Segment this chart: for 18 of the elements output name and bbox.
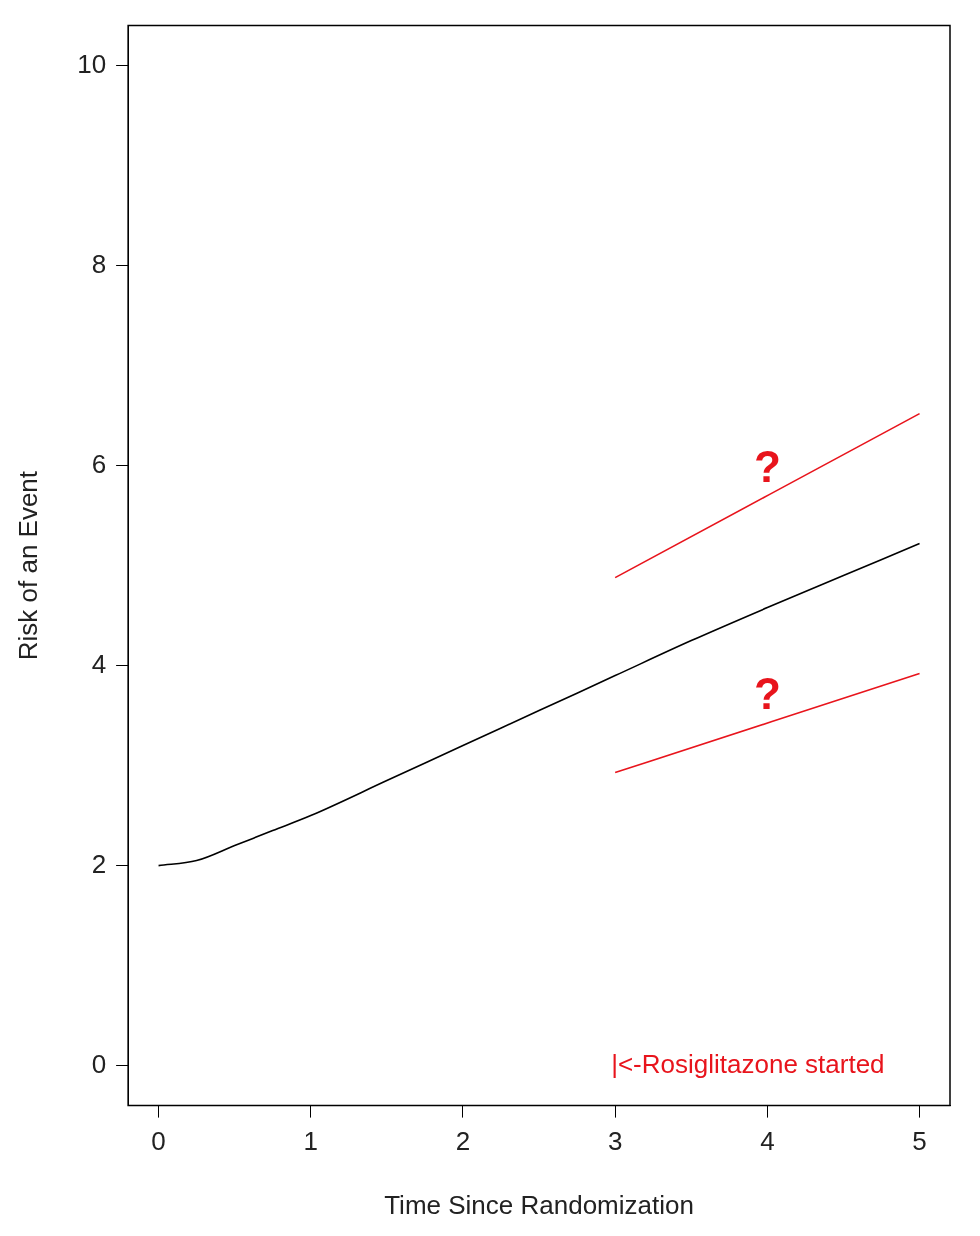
y-tick-label: 2 <box>91 848 107 879</box>
annotation: ? <box>753 669 781 719</box>
y-tick-label: 10 <box>77 48 107 79</box>
y-axis-title: Risk of an Event <box>12 470 43 661</box>
x-tick-label: 4 <box>760 1126 775 1157</box>
y-tick-label: 6 <box>91 448 107 479</box>
y-tick-label: 4 <box>91 648 107 679</box>
x-tick-label: 5 <box>912 1126 927 1157</box>
line-series <box>157 542 921 867</box>
y-tick-label: 8 <box>91 248 107 279</box>
x-tick-label: 0 <box>151 1126 166 1157</box>
x-tick-label: 2 <box>455 1126 471 1157</box>
x-axis-title: Time Since Randomization <box>384 1189 694 1220</box>
annotation: |<-Rosiglitazone started <box>611 1048 885 1079</box>
x-tick-label: 1 <box>303 1126 318 1157</box>
y-tick-label: 0 <box>91 1048 107 1079</box>
annotation: ? <box>753 441 781 491</box>
x-tick-label: 3 <box>607 1126 623 1157</box>
